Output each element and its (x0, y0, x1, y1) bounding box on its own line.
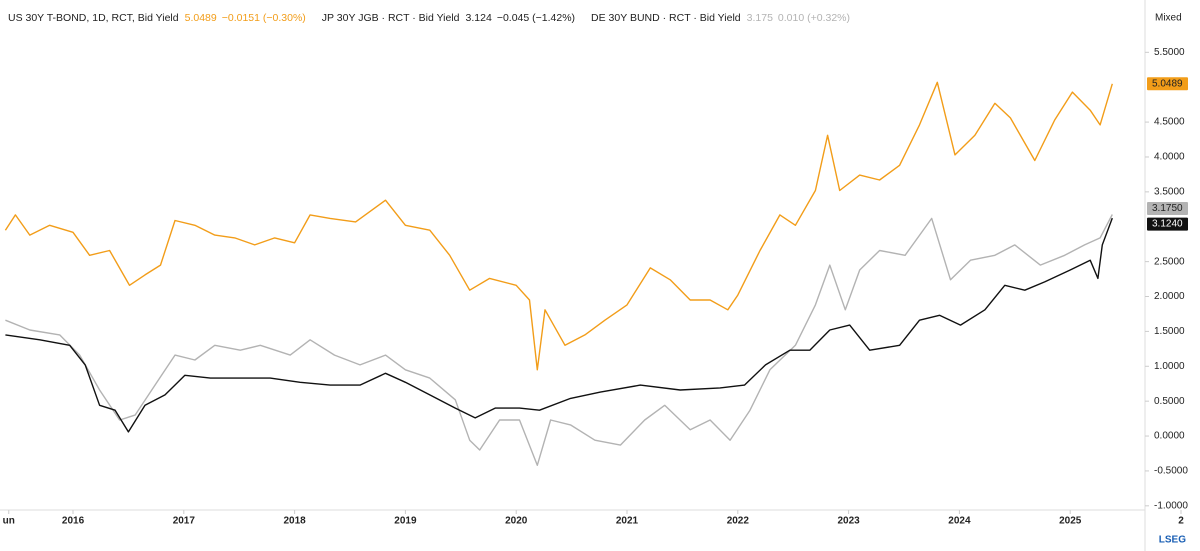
x-tick-label: un (3, 516, 15, 527)
x-tick-label: 2020 (505, 516, 528, 527)
y-tick-label: 0.0000 (1154, 431, 1185, 442)
x-tick-label: 2025 (1059, 516, 1082, 527)
x-tick-label: 2023 (837, 516, 860, 527)
legend-item: 3.124 (466, 12, 492, 24)
legend-item: −0.045 (−1.42%) (497, 12, 575, 24)
series-line (5, 217, 1113, 433)
x-tick-label: 2019 (394, 516, 417, 527)
last-value-box (1147, 217, 1188, 231)
y-tick-label: 1.5000 (1154, 326, 1185, 337)
legend-item: 3.175 (747, 12, 773, 24)
y-tick-label: 1.0000 (1154, 361, 1185, 372)
x-tick-label: 2016 (62, 516, 85, 527)
x-tick-label: 2 (1178, 516, 1184, 527)
x-tick-label: 2022 (727, 516, 750, 527)
x-tick-label: 2024 (948, 516, 971, 527)
y-tick-label: 3.5000 (1154, 187, 1185, 198)
legend-item: US 30Y T-BOND, 1D, RCT, Bid Yield (8, 12, 179, 24)
x-tick-label: 2017 (173, 516, 196, 527)
y-tick-label: 2.0000 (1154, 291, 1185, 302)
last-value-box (1147, 77, 1188, 91)
legend-item: 0.010 (+0.32%) (778, 12, 850, 24)
legend-item: JP 30Y JGB · RCT · Bid Yield (322, 12, 460, 24)
x-tick-label: 2018 (283, 516, 306, 527)
y-tick-label: 4.5000 (1154, 117, 1185, 128)
legend-item: −0.0151 (−0.30%) (222, 12, 306, 24)
axis-mode: Mixed (1155, 13, 1182, 24)
last-value-label: 5.0489 (1152, 78, 1183, 89)
y-tick-label: -1.0000 (1154, 500, 1188, 511)
x-tick-label: 2021 (616, 516, 639, 527)
y-tick-label: 2.5000 (1154, 256, 1185, 267)
series-line (5, 214, 1113, 466)
y-tick-label: -0.5000 (1154, 466, 1188, 477)
legend: US 30Y T-BOND, 1D, RCT, Bid Yield 5.0489−… (8, 12, 850, 24)
watermark: LSEG (1159, 535, 1186, 546)
y-tick-label: 4.0000 (1154, 152, 1185, 163)
legend-item: DE 30Y BUND · RCT · Bid Yield (591, 12, 741, 24)
legend-text: US 30Y T-BOND, 1D, RCT, Bid Yield 5.0489−… (8, 12, 850, 24)
last-value-label: 3.1240 (1152, 219, 1183, 230)
last-value-label: 3.1750 (1152, 203, 1183, 214)
last-value-box (1147, 202, 1188, 216)
legend-item: 5.0489 (185, 12, 217, 24)
y-tick-label: 0.5000 (1154, 396, 1185, 407)
series-line (4, 81, 1113, 371)
y-tick-label: 5.5000 (1154, 47, 1185, 58)
